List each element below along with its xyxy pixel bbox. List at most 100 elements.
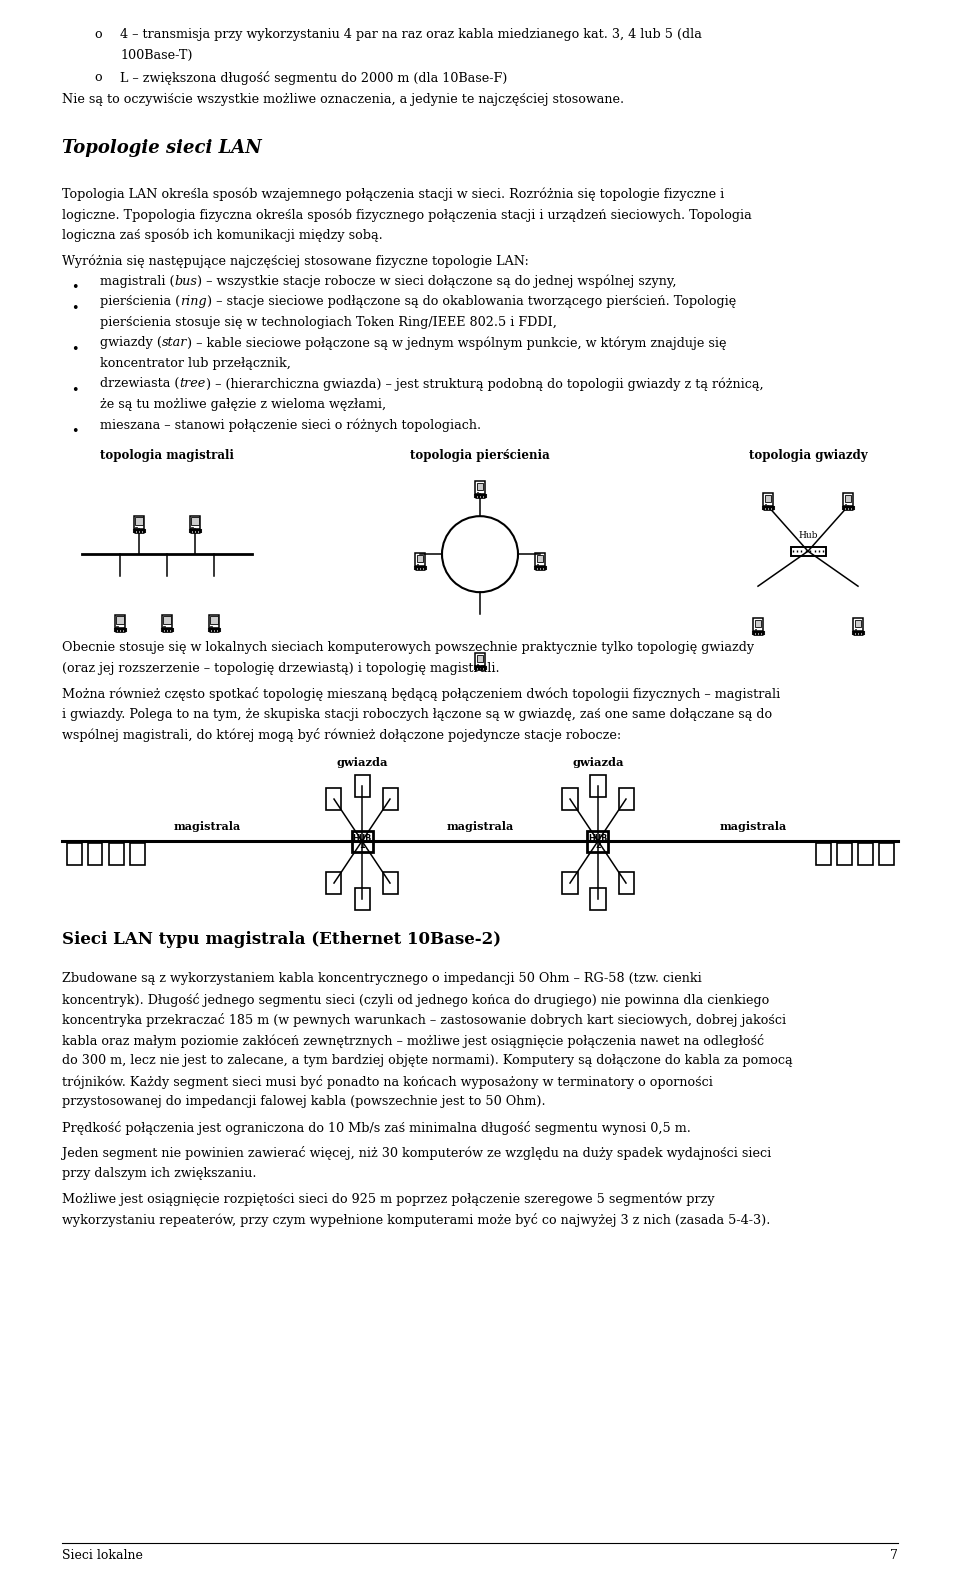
- FancyBboxPatch shape: [854, 620, 861, 628]
- FancyBboxPatch shape: [563, 788, 578, 810]
- FancyBboxPatch shape: [836, 843, 852, 865]
- FancyBboxPatch shape: [842, 508, 853, 510]
- Text: ) – kable sieciowe połączone są w jednym wspólnym punkcie, w którym znajduje się: ) – kable sieciowe połączone są w jednym…: [187, 336, 727, 350]
- FancyBboxPatch shape: [108, 843, 124, 865]
- Text: topologia pierścienia: topologia pierścienia: [410, 449, 550, 463]
- FancyBboxPatch shape: [590, 775, 606, 797]
- Text: koncentrator lub przełącznik,: koncentrator lub przełącznik,: [100, 356, 291, 370]
- Text: mieszana – stanowi połączenie sieci o różnych topologiach.: mieszana – stanowi połączenie sieci o ró…: [100, 419, 481, 431]
- FancyBboxPatch shape: [476, 483, 484, 490]
- FancyBboxPatch shape: [754, 618, 762, 631]
- FancyBboxPatch shape: [134, 516, 144, 529]
- FancyBboxPatch shape: [115, 615, 125, 628]
- Text: przystosowanej do impedancji falowej kabla (powszechnie jest to 50 Ohm).: przystosowanej do impedancji falowej kab…: [62, 1095, 545, 1108]
- Text: logiczne. Tpopologia fizyczna określa sposób fizycznego połączenia stacji i urzą: logiczne. Tpopologia fizyczna określa sp…: [62, 209, 752, 221]
- Text: HUB: HUB: [352, 835, 372, 843]
- FancyBboxPatch shape: [762, 508, 774, 510]
- Text: ) – stacje sieciowe podłączone są do okablowania tworzącego pierścień. Topologię: ) – stacje sieciowe podłączone są do oka…: [206, 295, 736, 309]
- Text: Sieci LAN typu magistrala (Ethernet 10Base-2): Sieci LAN typu magistrala (Ethernet 10Ba…: [62, 930, 501, 948]
- Text: przy dalszym ich zwiększaniu.: przy dalszym ich zwiększaniu.: [62, 1167, 256, 1180]
- FancyBboxPatch shape: [764, 494, 772, 502]
- FancyBboxPatch shape: [161, 629, 173, 631]
- Text: topologia gwiazdy: topologia gwiazdy: [749, 449, 867, 463]
- FancyBboxPatch shape: [845, 494, 852, 502]
- FancyBboxPatch shape: [878, 843, 894, 865]
- Text: do 300 m, lecz nie jest to zalecane, a tym bardziej objęte normami). Komputery s: do 300 m, lecz nie jest to zalecane, a t…: [62, 1054, 793, 1067]
- Text: •: •: [71, 301, 79, 314]
- FancyBboxPatch shape: [162, 615, 172, 628]
- Text: że są tu możliwe gałęzie z wieloma węzłami,: że są tu możliwe gałęzie z wieloma węzła…: [100, 399, 386, 411]
- Text: Topologie sieci LAN: Topologie sieci LAN: [62, 138, 262, 157]
- Text: Prędkość połączenia jest ograniczona do 10 Mb/s zaś minimalna długość segmentu w: Prędkość połączenia jest ograniczona do …: [62, 1120, 691, 1134]
- Text: magistrali (: magistrali (: [100, 275, 175, 289]
- Text: Nie są to oczywiście wszystkie możliwe oznaczenia, a jedynie te najczęściej stos: Nie są to oczywiście wszystkie możliwe o…: [62, 94, 624, 107]
- FancyBboxPatch shape: [618, 872, 634, 894]
- FancyBboxPatch shape: [535, 568, 545, 570]
- Text: (oraz jej rozszerzenie – topologię drzewiastą) i topologię magistrali.: (oraz jej rozszerzenie – topologię drzew…: [62, 662, 499, 675]
- FancyBboxPatch shape: [163, 617, 171, 624]
- FancyBboxPatch shape: [536, 554, 544, 566]
- FancyBboxPatch shape: [189, 530, 201, 532]
- Text: Jeden segment nie powinien zawierać więcej, niż 30 komputerów ze względu na duży: Jeden segment nie powinien zawierać więc…: [62, 1147, 771, 1161]
- FancyBboxPatch shape: [133, 530, 145, 532]
- FancyBboxPatch shape: [475, 482, 485, 494]
- FancyBboxPatch shape: [853, 618, 862, 631]
- FancyBboxPatch shape: [130, 843, 145, 865]
- Text: magistrala: magistrala: [446, 821, 514, 832]
- FancyBboxPatch shape: [852, 632, 864, 634]
- FancyBboxPatch shape: [590, 888, 606, 910]
- FancyBboxPatch shape: [563, 872, 578, 894]
- FancyBboxPatch shape: [209, 615, 219, 628]
- FancyBboxPatch shape: [417, 554, 423, 562]
- FancyBboxPatch shape: [474, 668, 486, 670]
- Text: kabla oraz małym poziomie zakłóceń zewnętrznych – możliwe jest osiągnięcie połąc: kabla oraz małym poziomie zakłóceń zewnę…: [62, 1034, 764, 1048]
- Text: •: •: [71, 342, 79, 356]
- Text: Można również często spotkać topologię mieszaną będącą połączeniem dwóch topolog: Można również często spotkać topologię m…: [62, 687, 780, 701]
- Text: Wyróżnia się następujące najczęściej stosowane fizyczne topologie LAN:: Wyróżnia się następujące najczęściej sto…: [62, 254, 529, 268]
- Text: magistrala: magistrala: [720, 821, 787, 832]
- Text: ) – wszystkie stacje robocze w sieci dołączone są do jednej wspólnej szyny,: ) – wszystkie stacje robocze w sieci doł…: [198, 275, 677, 289]
- FancyBboxPatch shape: [588, 830, 609, 852]
- Text: koncentryk). Długość jednego segmentu sieci (czyli od jednego końca do drugiego): koncentryk). Długość jednego segmentu si…: [62, 993, 769, 1007]
- Text: Obecnie stosuje się w lokalnych sieciach komputerowych powszechnie praktycznie t: Obecnie stosuje się w lokalnych sieciach…: [62, 642, 755, 654]
- Text: o: o: [94, 71, 102, 85]
- FancyBboxPatch shape: [135, 518, 142, 524]
- Text: pierścienia (: pierścienia (: [100, 295, 180, 309]
- FancyBboxPatch shape: [114, 629, 126, 631]
- Text: Zbudowane są z wykorzystaniem kabla koncentrycznego o impedancji 50 Ohm – RG-58 : Zbudowane są z wykorzystaniem kabla konc…: [62, 973, 702, 985]
- FancyBboxPatch shape: [844, 494, 852, 507]
- Text: Możliwe jest osiągnięcie rozpiętości sieci do 925 m poprzez połączenie szeregowe: Możliwe jest osiągnięcie rozpiętości sie…: [62, 1192, 714, 1207]
- Text: HUB: HUB: [588, 835, 608, 843]
- Text: bus: bus: [175, 275, 198, 289]
- Text: •: •: [71, 425, 79, 438]
- FancyBboxPatch shape: [382, 872, 397, 894]
- FancyBboxPatch shape: [415, 568, 425, 570]
- Text: Topologia LAN określa sposób wzajemnego połączenia stacji w sieci. Rozróżnia się: Topologia LAN określa sposób wzajemnego …: [62, 188, 724, 201]
- Text: 100Base-T): 100Base-T): [120, 49, 193, 61]
- FancyBboxPatch shape: [66, 843, 82, 865]
- Text: gwiazda: gwiazda: [572, 758, 624, 769]
- Text: logiczna zaś sposób ich komunikacji między sobą.: logiczna zaś sposób ich komunikacji międ…: [62, 229, 383, 242]
- Text: topologia magistrali: topologia magistrali: [100, 449, 234, 463]
- Text: star: star: [162, 336, 187, 350]
- Text: 1: 1: [359, 841, 365, 850]
- Text: wspólnej magistrali, do której mogą być również dołączone pojedyncze stacje robo: wspólnej magistrali, do której mogą być …: [62, 728, 621, 742]
- Text: 4 – transmisja przy wykorzystaniu 4 par na raz oraz kabla miedzianego kat. 3, 4 : 4 – transmisja przy wykorzystaniu 4 par …: [120, 28, 702, 41]
- Text: •: •: [71, 281, 79, 293]
- Text: 7: 7: [890, 1549, 898, 1563]
- Text: L – zwiększona długość segmentu do 2000 m (dla 10Base-F): L – zwiększona długość segmentu do 2000 …: [120, 71, 508, 85]
- FancyBboxPatch shape: [815, 843, 830, 865]
- FancyBboxPatch shape: [857, 843, 873, 865]
- Text: i gwiazdy. Polega to na tym, że skupiska stacji roboczych łączone są w gwiazdę, : i gwiazdy. Polega to na tym, że skupiska…: [62, 708, 772, 720]
- Text: pierścienia stosuje się w technologiach Token Ring/IEEE 802.5 i FDDI,: pierścienia stosuje się w technologiach …: [100, 315, 557, 329]
- FancyBboxPatch shape: [190, 516, 200, 529]
- Text: magistrala: magistrala: [173, 821, 240, 832]
- Text: gwiazda: gwiazda: [336, 758, 388, 769]
- FancyBboxPatch shape: [116, 617, 124, 624]
- Text: Sieci lokalne: Sieci lokalne: [62, 1549, 143, 1563]
- FancyBboxPatch shape: [537, 554, 543, 562]
- FancyBboxPatch shape: [416, 554, 424, 566]
- Text: ) – (hierarchiczna gwiazda) – jest strukturą podobną do topologii gwiazdy z tą r: ) – (hierarchiczna gwiazda) – jest struk…: [205, 378, 763, 391]
- Text: •: •: [71, 383, 79, 397]
- Text: trójników. Każdy segment sieci musi być ponadto na końcach wyposażony w terminat: trójników. Każdy segment sieci musi być …: [62, 1075, 713, 1089]
